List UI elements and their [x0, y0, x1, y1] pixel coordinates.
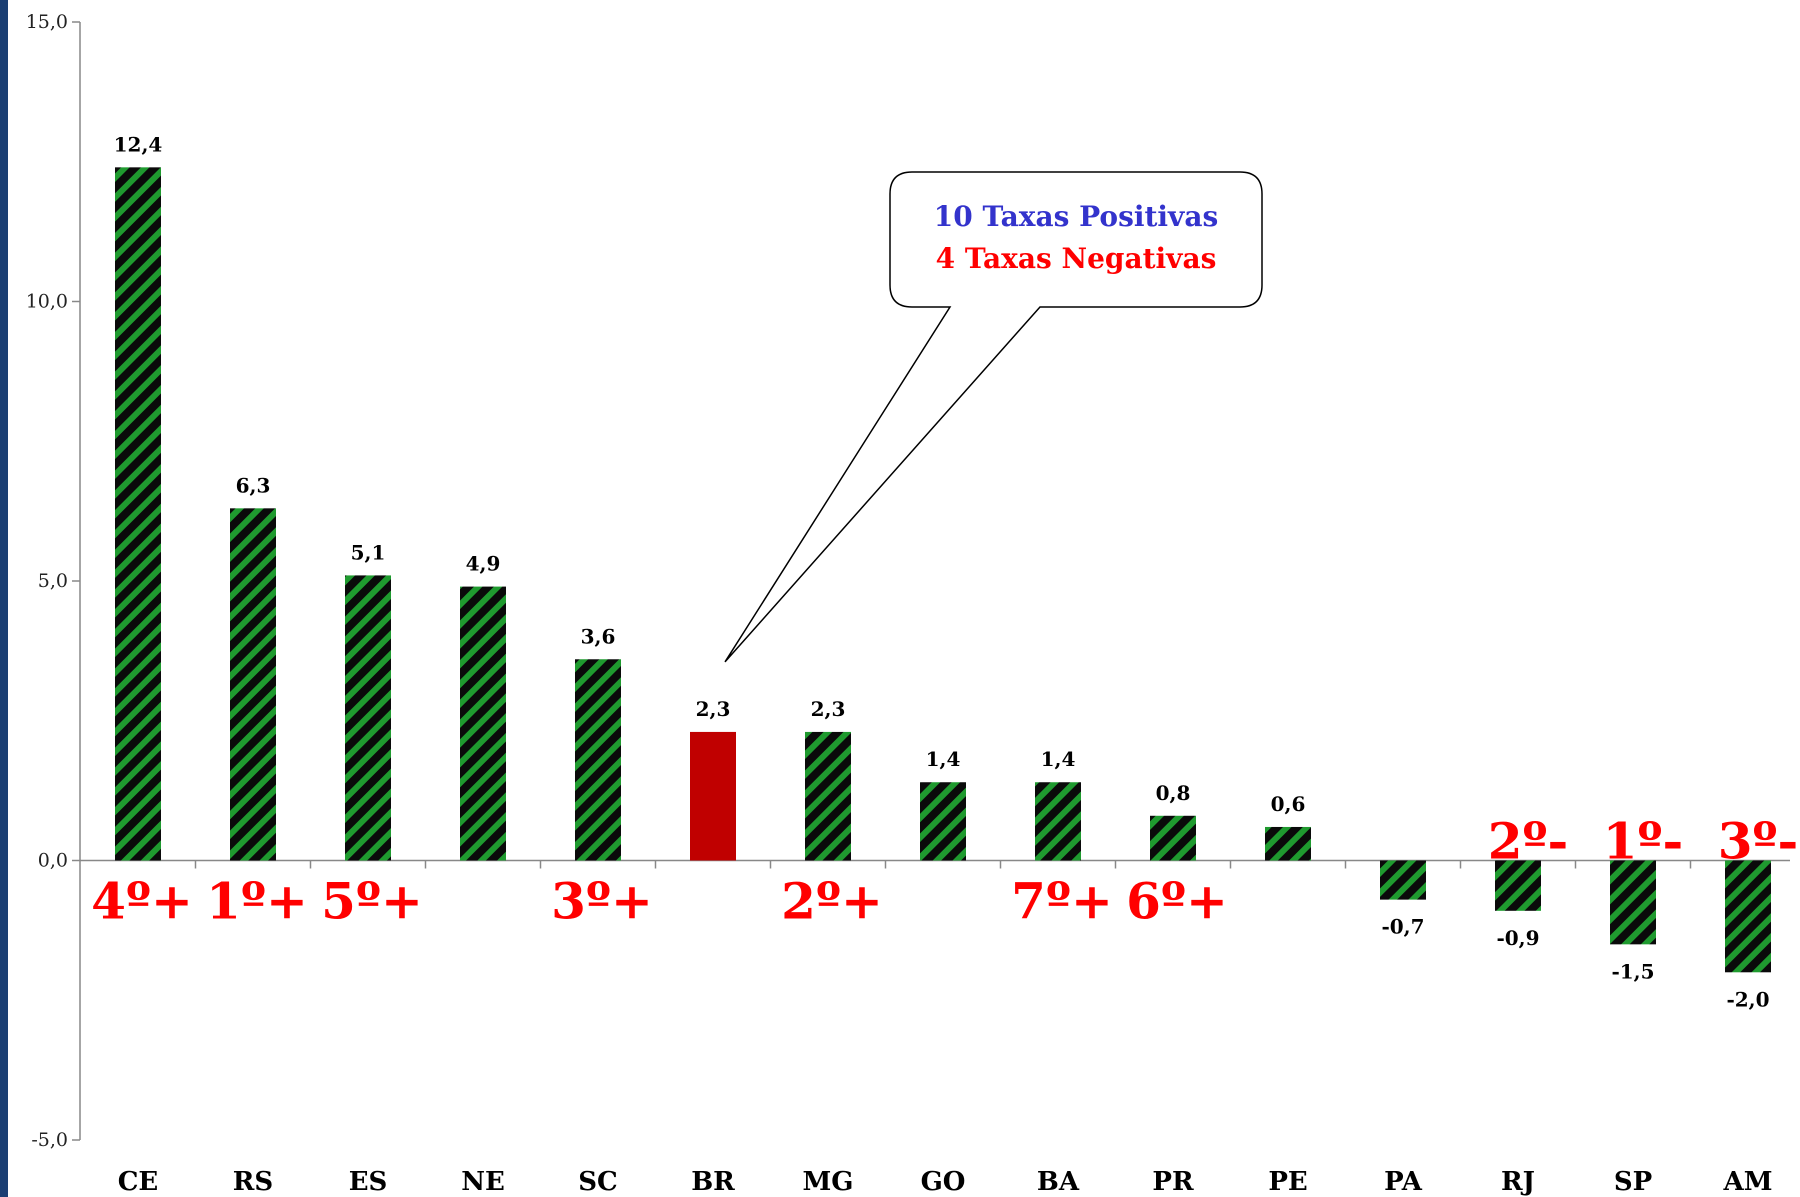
bar-sc [575, 659, 621, 861]
bar-rs [230, 508, 276, 861]
bar-br [690, 731, 736, 861]
bar-mg [805, 731, 851, 861]
rank-label: 1º+ [206, 872, 308, 931]
value-label: 6,3 [236, 473, 271, 497]
rank-label: 6º+ [1126, 872, 1228, 931]
category-label: CE [118, 1167, 159, 1197]
callout-annotation: 10 Taxas Positivas 4 Taxas Negativas [724, 171, 1263, 663]
bar-ne [460, 586, 506, 861]
category-label: ES [349, 1167, 388, 1197]
category-label: BA [1037, 1167, 1080, 1197]
bar-go [920, 782, 966, 861]
y-tick-label: 15,0 [26, 11, 68, 33]
label-layer: 12,4 CE 4º+ 6,3 RS 1º+ 5,1 ES 5º+ 4,9 NE 3,6 SC 3º+ 2,… [91, 132, 1798, 1197]
bar-sp [1610, 860, 1656, 945]
bar-pe [1265, 826, 1311, 861]
y-tick-label: 10,0 [26, 291, 68, 313]
value-label: -0,7 [1381, 915, 1424, 939]
category-label: BR [691, 1167, 735, 1197]
category-label: MG [803, 1167, 854, 1197]
value-label: 0,8 [1156, 781, 1191, 805]
rank-label: 2º+ [781, 872, 883, 931]
category-label: SC [578, 1167, 617, 1197]
value-label: 1,4 [1041, 747, 1076, 771]
rank-label: 5º+ [321, 872, 423, 931]
category-label: PA [1384, 1167, 1423, 1197]
bar-rj [1495, 860, 1541, 911]
rank-label: 1º- [1603, 812, 1684, 871]
value-label: 1,4 [926, 747, 961, 771]
category-label: SP [1614, 1167, 1652, 1197]
value-label: -0,9 [1496, 926, 1539, 950]
bar-am [1725, 860, 1771, 973]
category-label: GO [921, 1167, 966, 1197]
category-label: NE [461, 1167, 505, 1197]
category-label: RJ [1501, 1167, 1535, 1197]
category-label: PE [1268, 1167, 1307, 1197]
y-tick-label: 5,0 [38, 570, 68, 592]
bar-ce [115, 167, 161, 861]
bar-ba [1035, 782, 1081, 861]
rank-label: 2º- [1488, 812, 1569, 871]
value-label: -1,5 [1611, 959, 1654, 983]
value-label: 4,9 [466, 552, 501, 576]
value-label: 0,6 [1271, 792, 1306, 816]
value-label: 2,3 [811, 697, 846, 721]
value-label: 3,6 [581, 624, 616, 648]
category-label: PR [1152, 1167, 1194, 1197]
value-label: -2,0 [1726, 987, 1769, 1011]
bar-pa [1380, 860, 1426, 900]
y-tick-label: 0,0 [38, 850, 68, 872]
callout-bubble [724, 171, 1263, 663]
rank-label: 7º+ [1011, 872, 1113, 931]
value-label: 2,3 [696, 697, 731, 721]
bar-es [345, 575, 391, 861]
bar-layer [115, 167, 1771, 973]
callout-positive-text: 10 Taxas Positivas [934, 200, 1218, 233]
rank-label: 3º+ [551, 872, 653, 931]
category-label: RS [233, 1167, 273, 1197]
rank-label: 3º- [1718, 812, 1799, 871]
callout-negative-text: 4 Taxas Negativas [936, 242, 1217, 275]
value-label: 12,4 [114, 132, 163, 156]
value-label: 5,1 [351, 540, 386, 564]
left-accent-strip [0, 0, 8, 1197]
rank-label: 4º+ [91, 872, 193, 931]
bar-pr [1150, 815, 1196, 861]
y-tick-label: -5,0 [31, 1129, 68, 1151]
category-label: AM [1723, 1167, 1773, 1197]
